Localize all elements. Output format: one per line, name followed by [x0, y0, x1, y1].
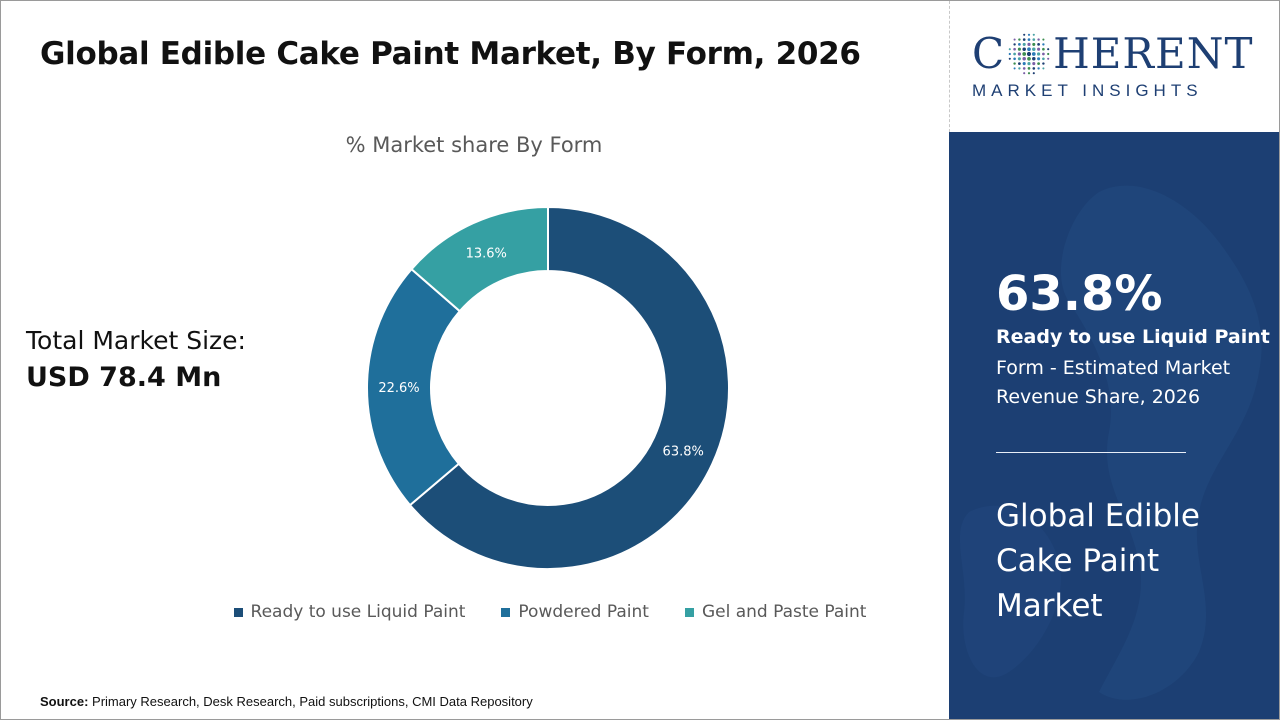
globe-dot	[1032, 33, 1036, 36]
total-market-size-label: Total Market Size:	[26, 326, 246, 355]
globe-icon	[1008, 33, 1050, 74]
globe-dot	[1028, 71, 1031, 74]
globe-dot	[1013, 47, 1017, 51]
legend-label-gel: Gel and Paste Paint	[701, 602, 867, 622]
globe-dot	[1027, 37, 1031, 41]
globe-dot	[1017, 51, 1022, 56]
globe-dot	[1013, 38, 1016, 41]
globe-dot	[1037, 56, 1041, 60]
globe-dot	[1028, 33, 1031, 36]
globe-dot	[1042, 61, 1045, 65]
globe-dot	[1013, 42, 1016, 46]
kpi-description: Form - Estimated Market Revenue Share, 2…	[996, 357, 1231, 408]
globe-dot	[1022, 51, 1027, 56]
globe-dot	[1008, 57, 1012, 60]
source-text: Primary Research, Desk Research, Paid su…	[92, 694, 533, 709]
globe-dot	[1022, 61, 1026, 65]
globe-dot	[1042, 56, 1045, 60]
slice-liquid	[408, 205, 730, 570]
donut-chart: 63.8% 22.6% 13.6%	[366, 205, 730, 570]
globe-dot	[1047, 47, 1050, 50]
globe-dot	[1023, 66, 1026, 70]
globe-dot	[1027, 56, 1031, 61]
source-label: Source:	[40, 694, 89, 709]
globe-dot	[1013, 61, 1016, 65]
globe-dot	[1032, 46, 1036, 51]
kpi-value: 63.8%	[996, 266, 1163, 322]
globe-dot	[1032, 37, 1036, 41]
slice-label-liquid: 63.8%	[663, 445, 704, 460]
legend-label-liquid: Ready to use Liquid Paint	[250, 602, 466, 622]
globe-dot	[1018, 42, 1021, 46]
globe-dot	[1037, 47, 1041, 51]
globe-dot	[1018, 37, 1021, 41]
globe-dot	[1027, 51, 1032, 56]
globe-dot	[1042, 38, 1045, 41]
globe-dot	[1032, 42, 1036, 46]
panel-title: Global Edible Cake Paint Market	[996, 498, 1200, 624]
globe-dot	[1037, 66, 1040, 70]
globe-dot	[1022, 42, 1026, 46]
globe-dot	[1037, 51, 1041, 56]
globe-dot	[1022, 56, 1027, 61]
globe-dot	[1018, 61, 1021, 65]
world-map-background	[959, 185, 1262, 700]
legend-swatch-liquid	[233, 607, 243, 617]
globe-dot	[1032, 71, 1036, 74]
slice-gel	[410, 205, 549, 313]
globe-dot	[1008, 47, 1012, 50]
globe-dot	[1023, 37, 1026, 41]
legend-swatch-gel	[684, 607, 694, 617]
globe-dot	[1042, 52, 1045, 55]
globe-dot	[1027, 66, 1031, 70]
page-title: Global Edible Cake Paint Market, By Form…	[40, 36, 861, 72]
globe-dot	[1013, 56, 1017, 60]
globe-dot	[1027, 61, 1031, 65]
globe-dot	[1032, 66, 1036, 70]
side-panel: 63.8% Ready to use Liquid Paint Form - E…	[949, 132, 1279, 719]
globe-dot	[1017, 56, 1022, 60]
globe-dot	[1023, 71, 1026, 74]
logo-subtitle: MARKET INSIGHTS	[972, 81, 1203, 100]
globe-dot	[1008, 52, 1012, 55]
logo-letters-herent: HERENT	[1053, 29, 1254, 78]
legend-item-gel: Gel and Paste Paint	[684, 602, 867, 622]
globe-dot	[1013, 66, 1016, 69]
globe-dot	[1042, 66, 1045, 69]
logo-wordmark: C HERENT	[972, 29, 1253, 78]
globe-dot	[1037, 42, 1041, 46]
slice-label-gel: 13.6%	[466, 246, 507, 261]
globe-dot	[1037, 37, 1040, 41]
legend-item-powdered: Powdered Paint	[501, 602, 649, 622]
chart-title: % Market share By Form	[345, 133, 603, 157]
panel-divider	[996, 452, 1186, 453]
globe-dot	[1013, 52, 1017, 55]
slice-label-powdered: 22.6%	[378, 381, 419, 396]
kpi-label: Ready to use Liquid Paint	[996, 326, 1270, 348]
globe-dot	[1022, 46, 1027, 51]
total-market-size-value: USD 78.4 Mn	[26, 362, 222, 393]
legend-label-powdered: Powdered Paint	[518, 602, 649, 622]
source-note: Source: Primary Research, Desk Research,…	[40, 694, 533, 709]
globe-dot	[1023, 33, 1026, 36]
chart-legend: Ready to use Liquid Paint Powdered Paint…	[0, 602, 1100, 622]
logo: C HERENT MARKET INSIGHTS	[949, 1, 1279, 132]
globe-dot	[1042, 47, 1045, 51]
globe-dot	[1018, 66, 1021, 70]
globe-dot	[1032, 51, 1036, 56]
globe-dot	[1042, 42, 1045, 46]
legend-swatch-powdered	[501, 607, 511, 617]
globe-dot	[1032, 61, 1036, 65]
globe-dot	[1032, 56, 1036, 61]
globe-dot	[1037, 61, 1041, 65]
globe-dot	[1047, 57, 1050, 60]
logo-letter-c: C	[972, 29, 1006, 78]
legend-item-liquid: Ready to use Liquid Paint	[233, 602, 466, 622]
globe-dot	[1017, 47, 1022, 51]
globe-dot	[1027, 42, 1031, 46]
globe-dot	[1047, 52, 1050, 55]
globe-dot	[1027, 46, 1031, 51]
